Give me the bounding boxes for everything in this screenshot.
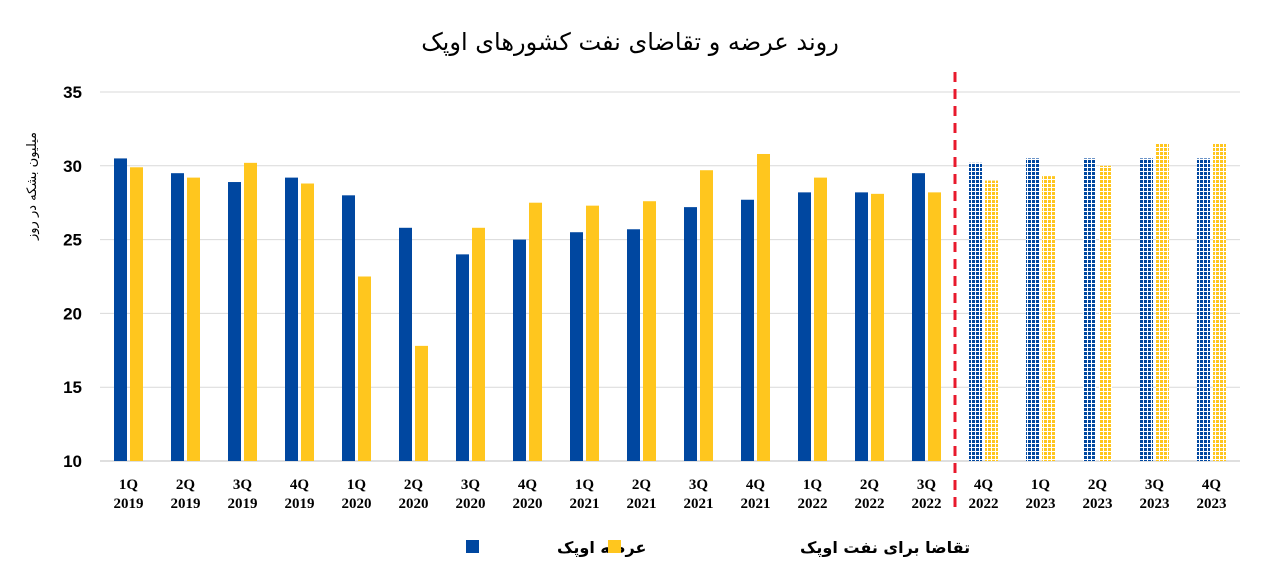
x-tick-year: 2023 <box>1140 496 1170 512</box>
bar-supply <box>798 192 811 462</box>
x-tick-year: 2022 <box>855 496 885 512</box>
x-tick-quarter: 4Q <box>746 477 766 493</box>
bar-demand <box>757 153 770 461</box>
x-tick-quarter: 3Q <box>233 477 253 493</box>
x-tick-year: 2020 <box>399 496 429 512</box>
bar-demand <box>301 183 314 461</box>
y-tick-label: 20 <box>63 304 82 323</box>
gridlines <box>100 91 1240 462</box>
bar-demand <box>415 345 428 461</box>
x-tick-year: 2021 <box>570 496 600 512</box>
x-tick-year: 2019 <box>228 496 258 512</box>
x-tick-quarter: 2Q <box>1088 477 1108 493</box>
bar-demand <box>358 276 371 461</box>
x-tick-year: 2022 <box>798 496 828 512</box>
bar-demand <box>187 177 200 461</box>
x-tick-year: 2020 <box>513 496 543 512</box>
x-tick-quarter: 3Q <box>1145 477 1165 493</box>
x-tick-year: 2019 <box>285 496 315 512</box>
bars <box>114 143 1226 462</box>
x-tick-quarter: 3Q <box>689 477 709 493</box>
chart-title: روند عرضه و تقاضای نفت کشورهای اوپک <box>421 28 839 56</box>
bar-supply <box>1026 158 1039 462</box>
x-tick-quarter: 4Q <box>518 477 538 493</box>
legend-label-demand: تقاضا برای نفت اوپک <box>800 538 970 558</box>
x-tick-year: 2020 <box>456 496 486 512</box>
x-tick-year: 2022 <box>912 496 942 512</box>
x-tick-year: 2023 <box>1083 496 1113 512</box>
x-tick-quarter: 4Q <box>1202 477 1222 493</box>
y-ticks: 10 15 20 25 30 35 <box>63 83 82 471</box>
bar-supply <box>684 207 697 461</box>
x-tick-year: 2019 <box>114 496 144 512</box>
x-tick-quarter: 2Q <box>176 477 196 493</box>
bar-supply <box>1083 158 1096 462</box>
x-tick-quarter: 4Q <box>290 477 310 493</box>
y-tick-label: 25 <box>63 231 82 250</box>
bar-demand <box>871 193 884 461</box>
legend-swatch-supply <box>466 540 479 553</box>
bar-demand <box>1156 143 1169 461</box>
x-tick-year: 2022 <box>969 496 999 512</box>
bar-demand <box>814 177 827 461</box>
bar-supply <box>1140 158 1153 462</box>
bar-demand <box>643 201 656 461</box>
legend-label-supply: عرضه اوپک <box>557 538 646 558</box>
x-tick-year: 2023 <box>1197 496 1227 512</box>
bar-demand <box>700 170 713 461</box>
x-tick-year: 2021 <box>627 496 657 512</box>
y-tick-label: 15 <box>63 378 82 397</box>
x-tick-year: 2020 <box>342 496 372 512</box>
bar-demand <box>130 167 143 461</box>
y-axis-label: میلیون بشکه در روز <box>25 132 40 241</box>
x-tick-quarter: 2Q <box>632 477 652 493</box>
bar-supply <box>1197 158 1210 462</box>
legend: عرضه اوپک تقاضا برای نفت اوپک <box>466 538 970 558</box>
bar-demand <box>1099 165 1112 462</box>
bar-supply <box>456 254 469 461</box>
y-tick-label: 30 <box>63 157 82 176</box>
x-tick-quarter: 4Q <box>974 477 994 493</box>
bar-supply <box>627 229 640 461</box>
x-tick-quarter: 1Q <box>575 477 595 493</box>
bar-demand <box>1042 176 1055 461</box>
x-tick-year: 2021 <box>684 496 714 512</box>
y-tick-label: 35 <box>63 83 82 102</box>
bar-demand <box>244 162 257 461</box>
bar-supply <box>399 227 412 461</box>
legend-swatch-demand <box>608 540 621 553</box>
bar-demand <box>472 227 485 461</box>
x-tick-quarter: 3Q <box>461 477 481 493</box>
bar-supply <box>570 232 583 461</box>
x-tick-quarter: 1Q <box>803 477 823 493</box>
x-tick-quarter: 1Q <box>347 477 367 493</box>
bar-supply <box>969 162 982 461</box>
x-ticks: 1Q 2019 2Q 2019 3Q 2019 4Q 2019 1Q 2020 2Q 2020 3Q 20… <box>114 477 1227 512</box>
x-tick-year: 2019 <box>171 496 201 512</box>
x-tick-quarter: 1Q <box>119 477 139 493</box>
bar-supply <box>513 239 526 461</box>
bar-supply <box>912 173 925 461</box>
bar-demand <box>1213 143 1226 461</box>
bar-supply <box>285 177 298 461</box>
bar-supply <box>228 182 241 461</box>
bar-supply <box>342 195 355 461</box>
y-tick-label: 10 <box>63 452 82 471</box>
bar-supply <box>114 158 127 462</box>
bar-demand <box>586 205 599 461</box>
x-tick-quarter: 2Q <box>404 477 424 493</box>
bar-demand <box>985 180 998 461</box>
x-tick-quarter: 3Q <box>917 477 937 493</box>
bar-demand <box>928 192 941 462</box>
bar-supply <box>855 192 868 462</box>
bar-demand <box>529 202 542 461</box>
x-tick-year: 2023 <box>1026 496 1056 512</box>
x-tick-quarter: 1Q <box>1031 477 1051 493</box>
x-tick-year: 2021 <box>741 496 771 512</box>
bar-supply <box>171 173 184 461</box>
x-tick-quarter: 2Q <box>860 477 880 493</box>
bar-supply <box>741 199 754 462</box>
